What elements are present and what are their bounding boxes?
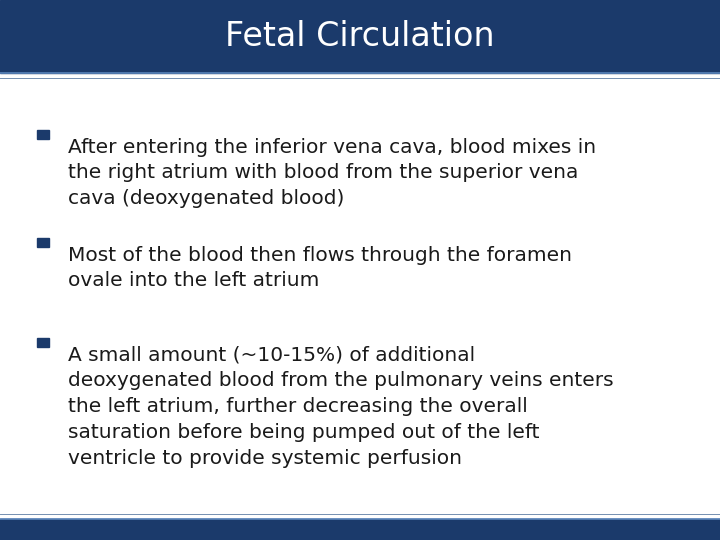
Bar [37,238,49,247]
Bar [37,338,49,347]
Bar [37,130,49,139]
Bar [0,519,720,540]
Text: After entering the inferior vena cava, blood mixes in
the right atrium with bloo: After entering the inferior vena cava, b… [68,138,597,208]
Text: Most of the blood then flows through the foramen
ovale into the left atrium: Most of the blood then flows through the… [68,246,572,291]
Bar [0,0,720,73]
Text: A small amount (~10-15%) of additional
deoxygenated blood from the pulmonary vei: A small amount (~10-15%) of additional d… [68,346,614,468]
Text: Fetal Circulation: Fetal Circulation [225,20,495,53]
